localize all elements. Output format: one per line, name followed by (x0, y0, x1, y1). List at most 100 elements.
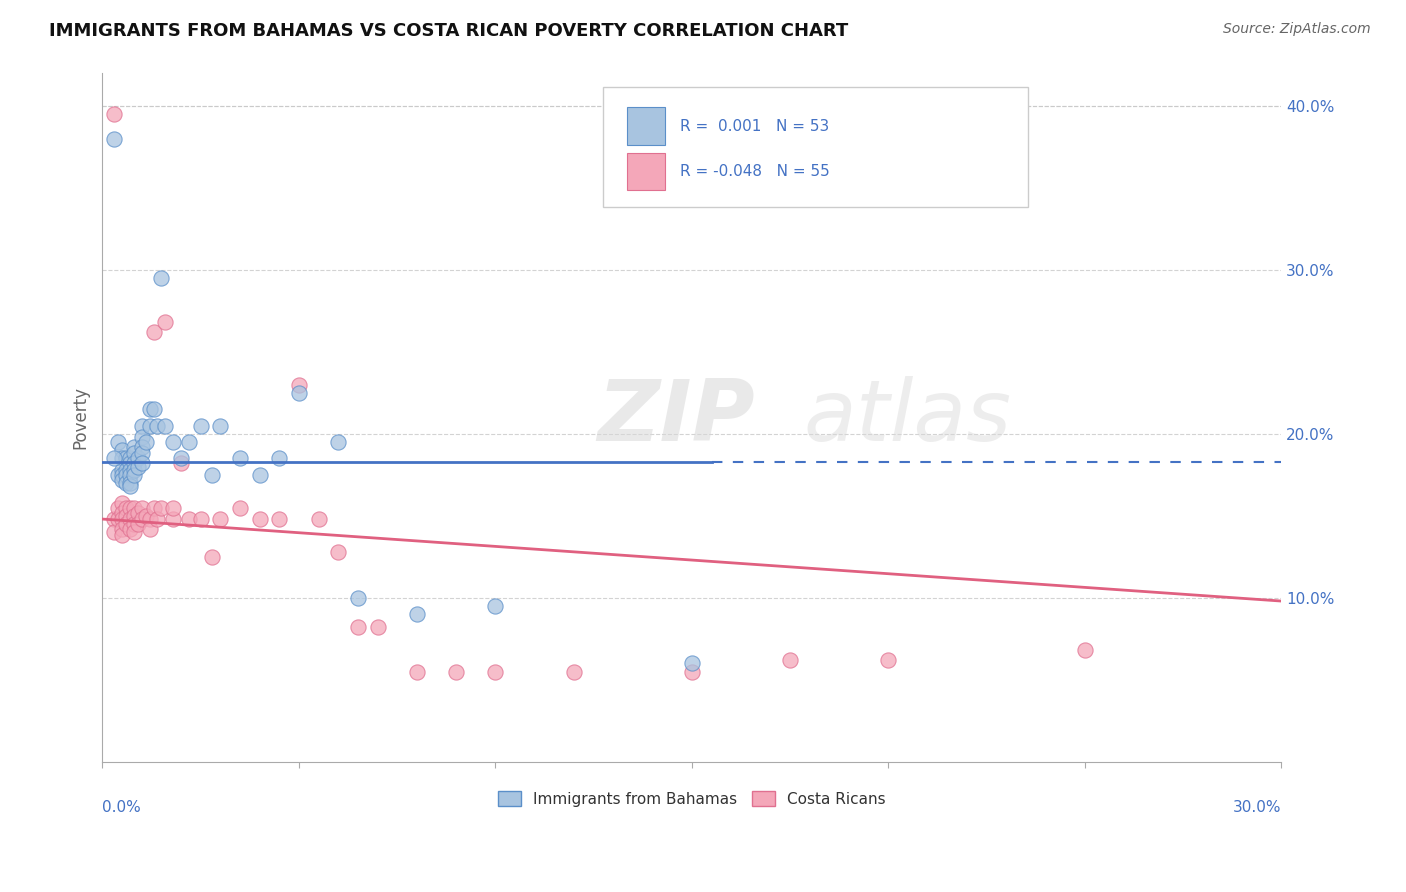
Point (209, 512, 232, 526)
Point (115, 463, 138, 477)
Point (155, 418, 177, 433)
Point (1074, 643, 1097, 657)
Point (118, 451, 141, 466)
Point (146, 418, 169, 433)
Point (111, 512, 134, 526)
Point (131, 446, 153, 460)
Point (115, 516, 138, 531)
Point (118, 522, 141, 536)
FancyBboxPatch shape (627, 153, 665, 190)
Point (138, 418, 160, 433)
Point (122, 467, 145, 482)
Point (115, 467, 138, 482)
Point (142, 500, 165, 515)
Text: R = -0.048   N = 55: R = -0.048 N = 55 (681, 164, 830, 179)
Point (115, 475, 138, 490)
Point (103, 107, 125, 121)
FancyBboxPatch shape (603, 87, 1028, 207)
Point (127, 506, 149, 520)
Point (122, 440, 145, 454)
Point (107, 434, 129, 449)
Point (111, 473, 134, 487)
Point (115, 451, 138, 466)
Point (209, 418, 232, 433)
Point (111, 463, 134, 477)
Point (103, 512, 125, 526)
Point (111, 522, 134, 536)
Text: 0.0%: 0.0% (103, 799, 141, 814)
Point (201, 467, 224, 482)
Point (269, 451, 291, 466)
Point (122, 508, 145, 523)
Point (877, 653, 900, 667)
Point (122, 446, 145, 460)
Point (118, 467, 141, 482)
Point (190, 418, 212, 433)
Point (779, 653, 801, 667)
Point (111, 496, 134, 510)
Point (201, 549, 224, 564)
Point (107, 467, 129, 482)
Text: ZIP: ZIP (598, 376, 755, 458)
Point (288, 377, 311, 392)
Point (288, 385, 311, 400)
Point (118, 475, 141, 490)
Point (135, 434, 157, 449)
Point (103, 451, 125, 466)
Text: R =  0.001   N = 53: R = 0.001 N = 53 (681, 119, 830, 134)
Point (118, 463, 141, 477)
Point (111, 528, 134, 542)
Point (170, 456, 193, 470)
Point (150, 271, 173, 285)
Point (127, 451, 149, 466)
Point (229, 451, 252, 466)
Point (122, 500, 145, 515)
Point (146, 512, 169, 526)
Point (138, 522, 160, 536)
Point (107, 500, 129, 515)
FancyBboxPatch shape (627, 107, 665, 145)
Point (103, 525, 125, 540)
Point (118, 512, 141, 526)
Point (162, 500, 184, 515)
Point (177, 434, 200, 449)
Legend: Immigrants from Bahamas, Costa Ricans: Immigrants from Bahamas, Costa Ricans (492, 784, 893, 813)
Point (162, 434, 184, 449)
Point (405, 607, 427, 622)
Point (122, 456, 145, 470)
Point (405, 665, 427, 679)
Point (115, 500, 138, 515)
Point (131, 440, 153, 454)
Point (367, 620, 389, 634)
Point (131, 512, 153, 526)
Point (118, 479, 141, 493)
Point (111, 451, 134, 466)
Point (135, 508, 157, 523)
Point (131, 456, 153, 470)
Point (138, 512, 160, 526)
Point (115, 508, 138, 523)
Point (190, 512, 212, 526)
Point (681, 657, 703, 671)
Point (111, 506, 134, 520)
Point (131, 430, 153, 444)
Point (107, 512, 129, 526)
Point (562, 665, 585, 679)
Point (347, 591, 370, 605)
Point (308, 512, 330, 526)
Point (170, 451, 193, 466)
Point (138, 402, 160, 417)
Point (111, 443, 134, 458)
Y-axis label: Poverty: Poverty (72, 386, 89, 449)
Text: 30.0%: 30.0% (1233, 799, 1281, 814)
Point (142, 402, 165, 417)
Point (122, 516, 145, 531)
Point (249, 512, 271, 526)
Point (155, 315, 177, 329)
Text: IMMIGRANTS FROM BAHAMAS VS COSTA RICAN POVERTY CORRELATION CHART: IMMIGRANTS FROM BAHAMAS VS COSTA RICAN P… (49, 22, 848, 40)
Point (484, 599, 506, 613)
Point (142, 325, 165, 339)
Point (118, 456, 141, 470)
Text: Source: ZipAtlas.com: Source: ZipAtlas.com (1223, 22, 1371, 37)
Point (177, 512, 200, 526)
